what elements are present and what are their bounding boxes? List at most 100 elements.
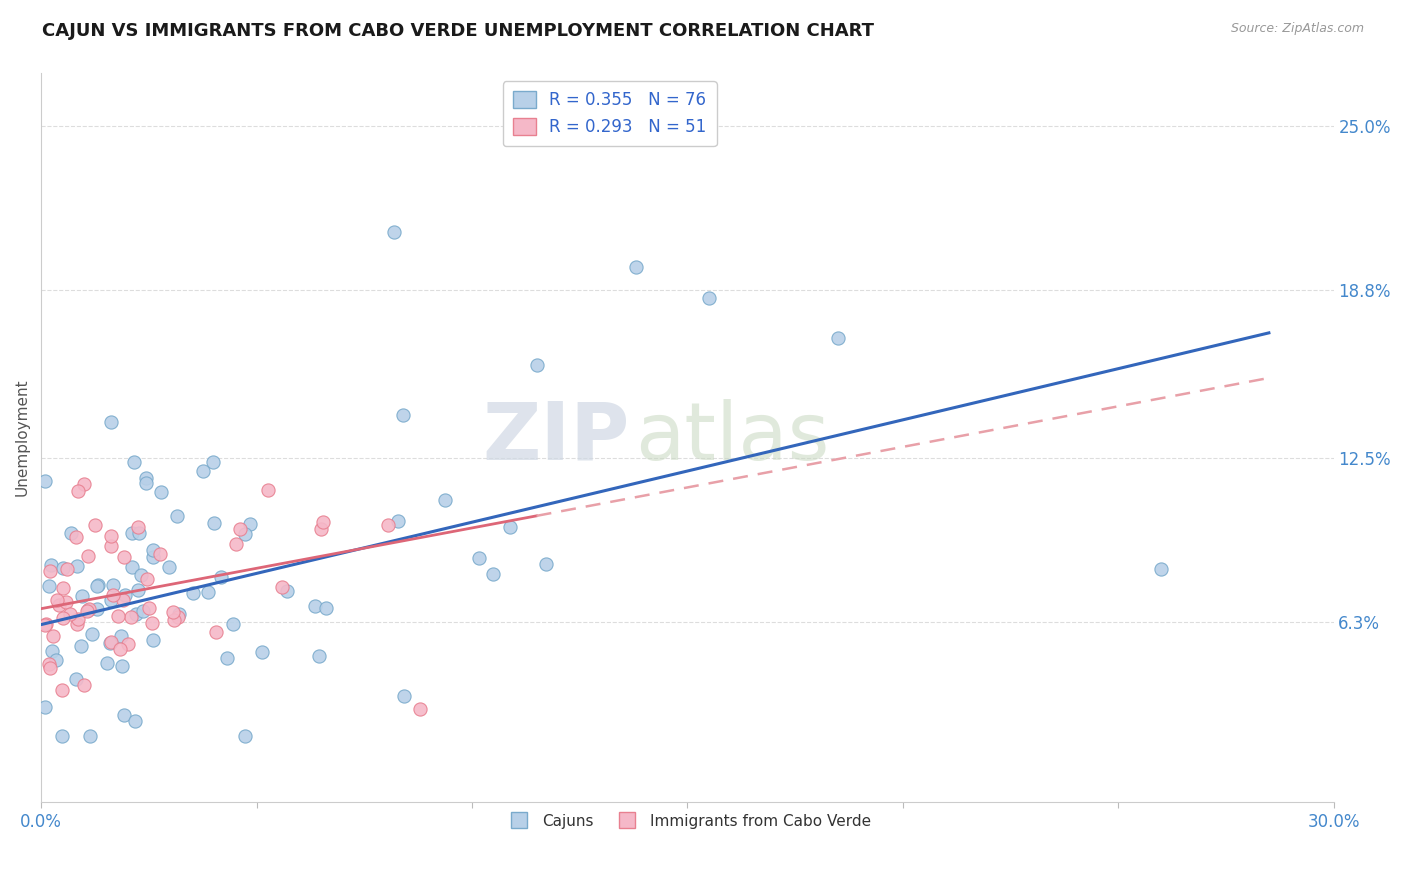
Point [121, 525, 143, 540]
Point [166, 509, 188, 524]
Point [100, 593, 122, 607]
Point [233, 527, 256, 541]
Point [65, 672, 87, 686]
Y-axis label: Unemployment: Unemployment [15, 379, 30, 497]
Point [467, 551, 489, 566]
Point [271, 580, 294, 594]
Point [82, 627, 104, 641]
Point [100, 539, 122, 553]
Point [52, 561, 75, 575]
Point [124, 714, 146, 729]
Point [117, 637, 139, 651]
Point [197, 585, 219, 599]
Point [73, 477, 96, 491]
Text: atlas: atlas [636, 399, 830, 476]
Point [42, 630, 65, 644]
Point [101, 588, 124, 602]
Point [827, 331, 849, 345]
Point [66, 558, 89, 573]
Point [112, 708, 135, 723]
Point [51, 729, 73, 743]
Point [392, 689, 415, 703]
Point [76, 549, 98, 564]
Point [67, 612, 90, 626]
Point [166, 610, 188, 624]
Point [136, 572, 159, 586]
Point [250, 645, 273, 659]
Point [41, 644, 63, 658]
Text: ZIP: ZIP [482, 399, 628, 476]
Point [107, 608, 129, 623]
Point [69, 639, 91, 653]
Point [48, 599, 70, 613]
Point [499, 519, 522, 533]
Point [56, 562, 79, 576]
Point [311, 516, 333, 530]
Point [217, 651, 239, 665]
Point [108, 642, 131, 657]
Point [55, 595, 77, 609]
Point [38, 661, 60, 675]
Point [60, 526, 83, 541]
Text: Source: ZipAtlas.com: Source: ZipAtlas.com [1230, 22, 1364, 36]
Point [35, 617, 58, 632]
Point [110, 628, 132, 642]
Point [135, 476, 157, 491]
Point [77, 602, 100, 616]
Point [142, 550, 165, 565]
Point [142, 542, 165, 557]
Point [65, 530, 87, 544]
Point [122, 455, 145, 469]
Point [150, 484, 173, 499]
Point [205, 624, 228, 639]
Point [1150, 562, 1173, 576]
Point [34, 618, 56, 632]
Point [120, 609, 142, 624]
Point [239, 516, 262, 531]
Point [100, 529, 122, 543]
Point [526, 358, 548, 372]
Point [127, 520, 149, 534]
Point [201, 455, 224, 469]
Text: CAJUN VS IMMIGRANTS FROM CABO VERDE UNEMPLOYMENT CORRELATION CHART: CAJUN VS IMMIGRANTS FROM CABO VERDE UNEM… [42, 22, 875, 40]
Point [127, 582, 149, 597]
Point [169, 607, 191, 622]
Point [100, 415, 122, 429]
Point [387, 514, 409, 528]
Point [382, 225, 405, 239]
Point [191, 464, 214, 478]
Point [111, 659, 134, 673]
Point [84, 518, 107, 533]
Point [98, 636, 121, 650]
Point [482, 567, 505, 582]
Point [162, 605, 184, 619]
Point [391, 409, 413, 423]
Point [304, 599, 326, 613]
Point [433, 493, 456, 508]
Point [79, 729, 101, 743]
Point [141, 615, 163, 630]
Legend: Cajuns, Immigrants from Cabo Verde: Cajuns, Immigrants from Cabo Verde [498, 807, 877, 835]
Point [256, 483, 278, 497]
Point [162, 613, 184, 627]
Point [73, 678, 96, 692]
Point [233, 729, 256, 743]
Point [125, 607, 148, 621]
Point [86, 602, 108, 616]
Point [45, 652, 67, 666]
Point [202, 516, 225, 530]
Point [87, 578, 110, 592]
Point [52, 611, 75, 625]
Point [114, 588, 136, 602]
Point [309, 522, 332, 536]
Point [149, 547, 172, 561]
Point [121, 560, 143, 574]
Point [86, 579, 108, 593]
Point [209, 570, 232, 584]
Point [34, 474, 56, 488]
Point [697, 292, 720, 306]
Point [181, 585, 204, 599]
Point [308, 649, 330, 664]
Point [536, 557, 558, 571]
Point [138, 601, 160, 615]
